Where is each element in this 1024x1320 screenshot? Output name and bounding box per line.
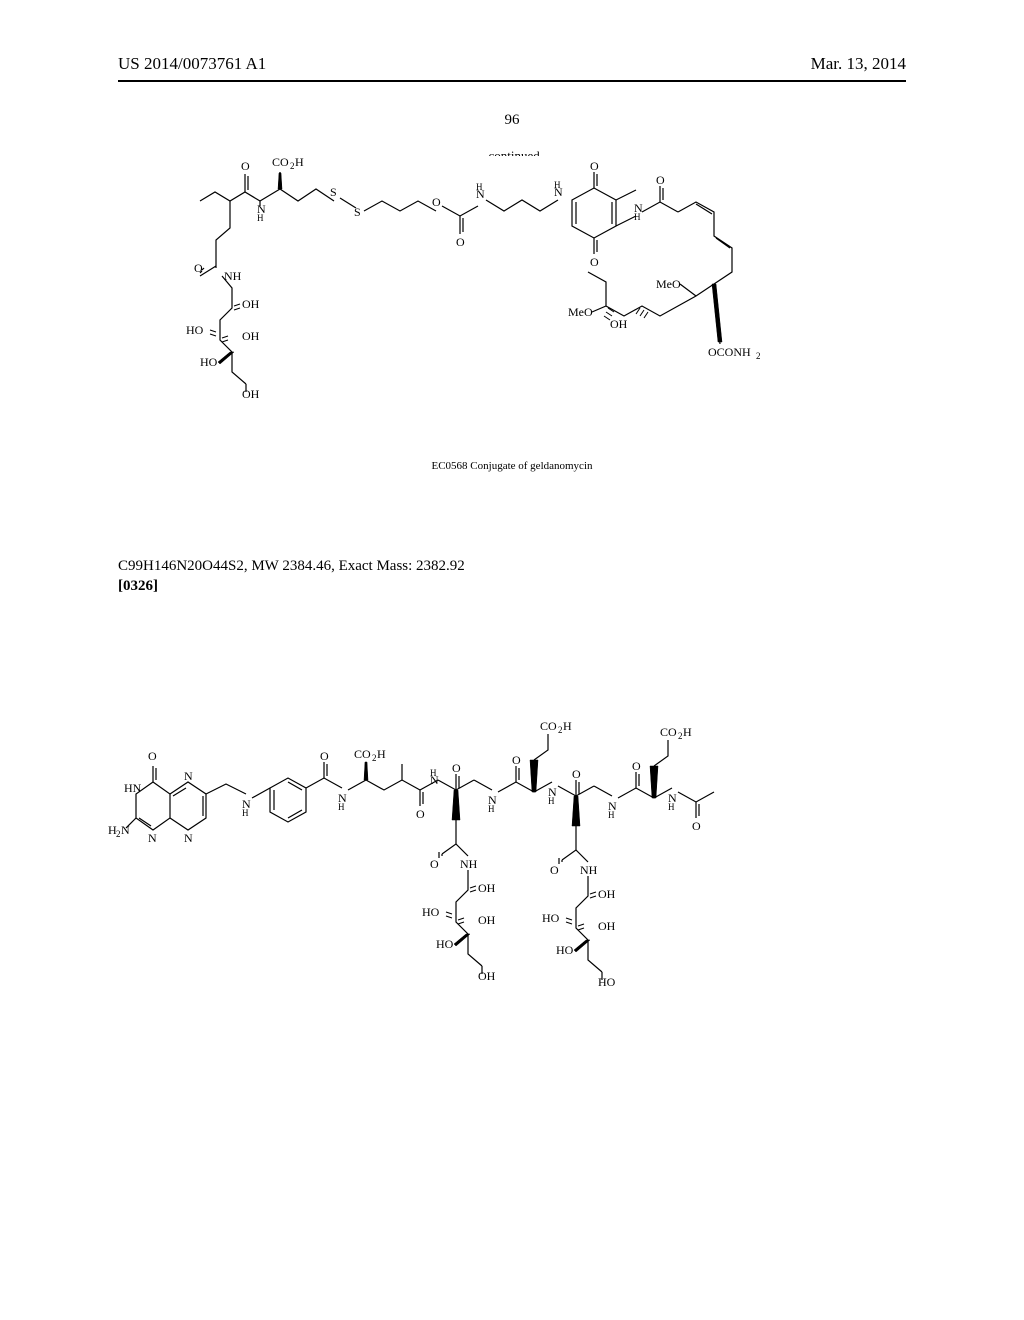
chemical-structure-1: O CO2H NH S S O O NH NH O O NH O MeO OH … bbox=[180, 156, 840, 446]
svg-text:2: 2 bbox=[290, 161, 295, 171]
svg-text:2: 2 bbox=[116, 829, 121, 839]
svg-text:O: O bbox=[432, 195, 441, 209]
svg-text:HO: HO bbox=[542, 911, 560, 925]
svg-text:OH: OH bbox=[598, 919, 616, 933]
svg-text:O: O bbox=[572, 767, 581, 781]
svg-text:S: S bbox=[330, 185, 337, 199]
svg-text:O: O bbox=[590, 255, 599, 269]
svg-text:OH: OH bbox=[242, 297, 260, 311]
svg-text:NH: NH bbox=[580, 863, 598, 877]
svg-text:N: N bbox=[148, 831, 157, 845]
svg-text:O: O bbox=[452, 761, 461, 775]
patent-number: US 2014/0073761 A1 bbox=[118, 54, 266, 74]
svg-text:O: O bbox=[512, 753, 521, 767]
svg-text:O: O bbox=[241, 159, 250, 173]
svg-text:O: O bbox=[148, 749, 157, 763]
svg-text:H: H bbox=[668, 802, 675, 812]
svg-text:OH: OH bbox=[242, 329, 260, 343]
page-number: 96 bbox=[0, 112, 1024, 129]
svg-text:H: H bbox=[608, 810, 615, 820]
svg-text:O: O bbox=[656, 173, 665, 187]
svg-text:2: 2 bbox=[678, 731, 683, 741]
svg-text:H: H bbox=[548, 796, 555, 806]
svg-text:H: H bbox=[554, 180, 561, 190]
svg-text:O: O bbox=[320, 749, 329, 763]
svg-text:HO: HO bbox=[436, 937, 454, 951]
svg-text:N: N bbox=[184, 831, 193, 845]
svg-text:OH: OH bbox=[242, 387, 260, 401]
svg-text:O: O bbox=[416, 807, 425, 821]
svg-text:HO: HO bbox=[186, 323, 204, 337]
svg-text:HN: HN bbox=[124, 781, 142, 795]
svg-text:CO: CO bbox=[354, 747, 371, 761]
svg-text:MeO: MeO bbox=[568, 305, 593, 319]
svg-text:2: 2 bbox=[756, 351, 761, 361]
svg-text:2: 2 bbox=[372, 753, 377, 763]
svg-text:N: N bbox=[184, 769, 193, 783]
svg-text:H: H bbox=[430, 768, 437, 778]
svg-text:OH: OH bbox=[478, 969, 496, 983]
svg-text:CO: CO bbox=[272, 156, 289, 169]
svg-text:CO: CO bbox=[660, 725, 677, 739]
svg-text:O: O bbox=[456, 235, 465, 249]
chemical-structure-2: O HN H2N N N N NH O NH CO2H O NH O O NH … bbox=[108, 700, 908, 1130]
svg-text:MeO: MeO bbox=[656, 277, 681, 291]
svg-text:HO: HO bbox=[598, 975, 616, 989]
svg-text:NH: NH bbox=[460, 857, 478, 871]
svg-text:OH: OH bbox=[610, 317, 628, 331]
svg-text:H: H bbox=[338, 802, 345, 812]
svg-text:OH: OH bbox=[598, 887, 616, 901]
svg-text:H: H bbox=[476, 182, 483, 192]
svg-text:CO: CO bbox=[540, 719, 557, 733]
svg-text:O: O bbox=[692, 819, 701, 833]
header-rule bbox=[118, 80, 906, 82]
svg-text:HO: HO bbox=[556, 943, 574, 957]
svg-text:OCONH: OCONH bbox=[708, 345, 751, 359]
svg-text:O: O bbox=[430, 857, 439, 871]
publication-date: Mar. 13, 2014 bbox=[811, 54, 906, 74]
svg-text:O: O bbox=[632, 759, 641, 773]
svg-text:2: 2 bbox=[558, 725, 563, 735]
svg-text:HO: HO bbox=[200, 355, 218, 369]
structure-1-caption: EC0568 Conjugate of geldanomycin bbox=[0, 460, 1024, 472]
svg-text:H: H bbox=[488, 804, 495, 814]
svg-text:O: O bbox=[590, 159, 599, 173]
svg-text:S: S bbox=[354, 205, 361, 219]
svg-text:H: H bbox=[683, 725, 692, 739]
svg-text:H: H bbox=[242, 808, 249, 818]
svg-text:H: H bbox=[563, 719, 572, 733]
svg-text:H: H bbox=[257, 213, 264, 223]
svg-text:O: O bbox=[194, 261, 203, 275]
svg-text:H: H bbox=[295, 156, 304, 169]
svg-text:OH: OH bbox=[478, 881, 496, 895]
svg-text:HO: HO bbox=[422, 905, 440, 919]
paragraph-number: [0326] bbox=[118, 578, 158, 595]
svg-text:OH: OH bbox=[478, 913, 496, 927]
svg-text:H: H bbox=[377, 747, 386, 761]
molecular-formula: C99H146N20O44S2, MW 2384.46, Exact Mass:… bbox=[118, 558, 465, 575]
svg-text:O: O bbox=[550, 863, 559, 877]
